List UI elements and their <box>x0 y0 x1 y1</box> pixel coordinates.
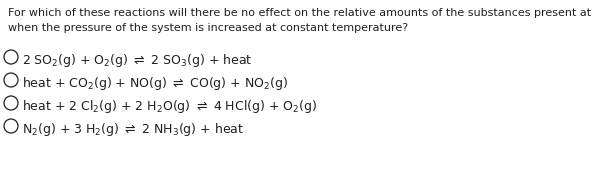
Text: heat + CO$_2$(g) + NO(g) $\rightleftharpoons$ CO(g) + NO$_2$(g): heat + CO$_2$(g) + NO(g) $\rightleftharp… <box>22 75 288 92</box>
Text: heat + 2 Cl$_2$(g) + 2 H$_2$O(g) $\rightleftharpoons$ 4 HCl(g) + O$_2$(g): heat + 2 Cl$_2$(g) + 2 H$_2$O(g) $\right… <box>22 98 317 115</box>
Text: For which of these reactions will there be no effect on the relative amounts of : For which of these reactions will there … <box>8 8 595 18</box>
Text: when the pressure of the system is increased at constant temperature?: when the pressure of the system is incre… <box>8 23 408 33</box>
Text: N$_2$(g) + 3 H$_2$(g) $\rightleftharpoons$ 2 NH$_3$(g) + heat: N$_2$(g) + 3 H$_2$(g) $\rightleftharpoon… <box>22 121 244 138</box>
Text: 2 SO$_2$(g) + O$_2$(g) $\rightleftharpoons$ 2 SO$_3$(g) + heat: 2 SO$_2$(g) + O$_2$(g) $\rightleftharpoo… <box>22 52 252 69</box>
